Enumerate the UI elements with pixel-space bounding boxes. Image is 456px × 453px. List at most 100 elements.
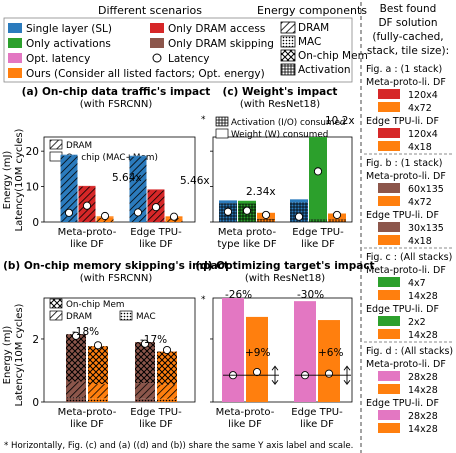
bar-weight bbox=[309, 137, 327, 220]
legend-onchip-swatch bbox=[49, 151, 63, 162]
chart-title: (a) On-chip data traffic's impact bbox=[22, 86, 211, 98]
bar-dram-hatch bbox=[135, 383, 155, 399]
latency-arrow-head bbox=[271, 365, 279, 371]
category-label: Edge TPU- bbox=[291, 407, 343, 418]
side-swatch bbox=[378, 316, 400, 326]
bar-dram-hatch bbox=[88, 384, 108, 399]
category-label: like DF bbox=[228, 419, 262, 430]
latency-arrow-head bbox=[271, 379, 279, 385]
side-swatch bbox=[378, 89, 400, 99]
latency-marker bbox=[151, 203, 161, 212]
side-swatch bbox=[378, 423, 400, 433]
side-panel: Fig. a : (1 stack) Meta-proto-li. DF 120x4… bbox=[364, 64, 453, 435]
bar-onchip-hatch bbox=[88, 346, 108, 385]
legend-swatch-sl bbox=[8, 23, 22, 33]
side-entry-name: Edge TPU-li. DF bbox=[366, 304, 439, 315]
side-title-line-2: DF solution bbox=[378, 17, 437, 29]
annotation: 5.64x bbox=[112, 172, 142, 184]
legend-swatch-ours bbox=[8, 68, 22, 78]
bar-activation-hatch bbox=[290, 202, 308, 222]
chart-a: (a) On-chip data traffic's impact(with F… bbox=[2, 86, 210, 250]
bar-weight bbox=[238, 200, 256, 204]
footnote-marker: * bbox=[201, 295, 206, 305]
annotation: 5.46x bbox=[180, 175, 210, 187]
component-activation: Activation bbox=[298, 64, 351, 76]
legend-label-dram-skipping: Only DRAM skipping bbox=[168, 38, 274, 50]
legend: Different scenarios Energy components Si… bbox=[3, 4, 368, 83]
legend-swatch-opt-latency bbox=[8, 53, 22, 63]
annotation: +6% bbox=[318, 347, 343, 359]
annotation: 10.2x bbox=[325, 115, 355, 127]
legend-label: Activation (I/O) consumed bbox=[231, 118, 346, 128]
side-swatch bbox=[378, 235, 400, 245]
mac-pattern-icon bbox=[280, 35, 296, 48]
legend-onchip-pattern bbox=[49, 298, 63, 309]
side-entry-name: Meta-proto-li. DF bbox=[366, 265, 446, 276]
chart-subtitle: (with FSRCNN) bbox=[80, 273, 153, 284]
latency-marker bbox=[169, 212, 179, 221]
category-label: Edge TPU- bbox=[130, 227, 182, 238]
category-label: like DF bbox=[70, 419, 104, 430]
legend-dram-pattern bbox=[49, 310, 63, 321]
category-label: like DF bbox=[301, 239, 335, 250]
legend-label: On chip (MAC+Mem) bbox=[66, 153, 158, 163]
side-tile-size: 120x4 bbox=[408, 129, 438, 140]
annotation: 2.34x bbox=[246, 186, 276, 198]
side-swatch bbox=[378, 183, 400, 193]
legend-swatch-dram-skipping bbox=[150, 38, 164, 48]
latency-arrow-head bbox=[343, 365, 351, 371]
bar-activation-hatch bbox=[309, 219, 327, 222]
latency-marker bbox=[294, 212, 304, 221]
latency-marker bbox=[82, 201, 92, 210]
annotation: +9% bbox=[245, 347, 270, 359]
latency-marker bbox=[223, 207, 233, 216]
bar-weight bbox=[219, 200, 237, 204]
bar-activation-hatch bbox=[328, 219, 346, 222]
category-label: Meta-proto- bbox=[216, 407, 275, 418]
annotation: -18% bbox=[72, 326, 99, 338]
latency-marker bbox=[162, 345, 172, 355]
side-swatch bbox=[378, 277, 400, 287]
side-tile-size: 28x28 bbox=[408, 372, 438, 383]
legend-swatch-only-activations bbox=[8, 38, 22, 48]
legend-label: MAC bbox=[136, 312, 156, 322]
side-swatch bbox=[378, 102, 400, 112]
bar-onchip-hatch bbox=[66, 334, 86, 382]
side-entry-name: Edge TPU-li. DF bbox=[366, 116, 439, 127]
category-label: like DF bbox=[70, 239, 104, 250]
chart-title: (d) Optimizing target's impact bbox=[195, 260, 374, 272]
side-title-line-1: Best found bbox=[380, 3, 437, 15]
legend-weight-swatch bbox=[215, 128, 229, 139]
latency-marker-icon bbox=[152, 53, 162, 63]
y-tick-label: 10 bbox=[26, 182, 39, 194]
y-axis-label: Energy (mJ) bbox=[2, 326, 13, 385]
latency-marker bbox=[252, 368, 262, 377]
side-entry-name: Edge TPU-li. DF bbox=[366, 210, 439, 221]
bar-mac-hatch bbox=[135, 398, 155, 402]
legend-label-ours: Ours (Consider all listed factors; Opt. … bbox=[26, 68, 265, 80]
bar-energy bbox=[222, 298, 244, 402]
side-tile-size: 4x18 bbox=[408, 236, 432, 247]
legend-swatch-dram-access bbox=[150, 23, 164, 33]
side-tile-size: 2x2 bbox=[408, 317, 426, 328]
component-dram: DRAM bbox=[298, 22, 329, 34]
latency-marker bbox=[242, 206, 252, 215]
side-tile-size: 120x4 bbox=[408, 90, 438, 101]
side-tile-size: 4x72 bbox=[408, 103, 432, 114]
bar-energy bbox=[246, 316, 268, 402]
side-entry-name: Meta-proto-li. DF bbox=[366, 359, 446, 370]
latency-marker bbox=[140, 339, 150, 348]
legend-label-dram-access: Only DRAM access bbox=[168, 23, 265, 35]
legend-activation-pattern bbox=[215, 116, 229, 127]
legend-label-sl: Single layer (SL) bbox=[26, 23, 112, 35]
y-axis-label: Latency(10M cycles) bbox=[14, 128, 25, 231]
chart-b: (b) On-chip memory skipping's impact(wit… bbox=[2, 260, 229, 430]
bar-dram-hatch bbox=[129, 156, 147, 222]
side-tile-size: 30x135 bbox=[408, 223, 444, 234]
bar-onchip bbox=[147, 189, 165, 191]
annotation: -17% bbox=[140, 334, 167, 346]
chart-subtitle: (with ResNet18) bbox=[245, 273, 325, 284]
side-group-header: Fig. a : (1 stack) bbox=[366, 64, 442, 75]
side-swatch bbox=[378, 371, 400, 381]
side-tile-size: 4x72 bbox=[408, 197, 432, 208]
